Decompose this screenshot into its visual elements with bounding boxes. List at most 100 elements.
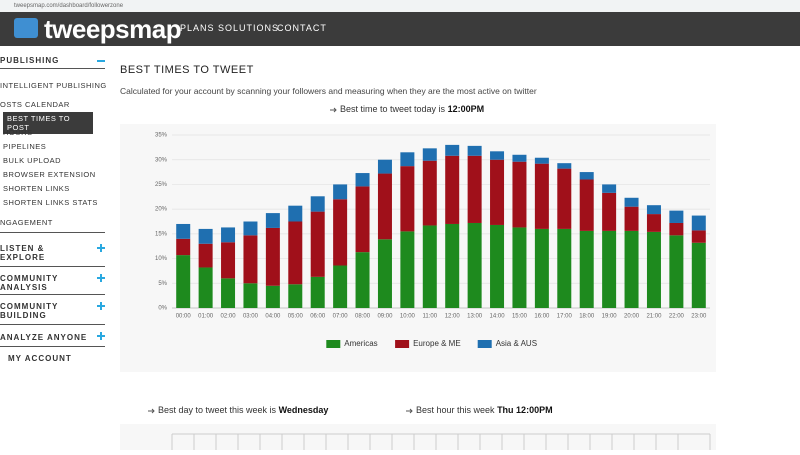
bar-segment: [579, 230, 594, 308]
expand-icon[interactable]: [97, 302, 105, 310]
menu-section[interactable]: COMMUNITY ANALYSIS: [0, 274, 59, 292]
nav-link[interactable]: CONTACT: [277, 23, 327, 33]
menu-item[interactable]: OSTS CALENDAR: [0, 100, 70, 109]
weekly-panel: [120, 424, 716, 450]
best-today-text: Best time to tweet today is: [340, 104, 446, 114]
x-tick-label: 02:00: [221, 314, 237, 320]
best-today-value: 12:00PM: [447, 104, 485, 114]
bar-segment: [333, 184, 348, 200]
menu-item[interactable]: NGAGEMENT: [0, 218, 53, 227]
bar-segment: [445, 144, 460, 156]
bar-segment: [176, 223, 191, 239]
menu-section[interactable]: ANALYZE ANYONE: [0, 333, 88, 342]
divider: [0, 68, 105, 69]
bar-segment: [691, 215, 706, 231]
menu-item[interactable]: BROWSER EXTENSION: [3, 170, 96, 179]
menu-item[interactable]: SHORTEN LINKS STATS: [3, 198, 98, 207]
x-tick-label: 04:00: [265, 314, 281, 320]
y-tick-label: 30%: [155, 157, 168, 163]
logo[interactable]: tweepsmap: [44, 14, 182, 44]
bar-segment: [579, 172, 594, 180]
menu-section[interactable]: COMMUNITY BUILDING: [0, 302, 59, 320]
x-tick-label: 08:00: [355, 314, 371, 320]
bar-segment: [467, 145, 482, 156]
expand-icon[interactable]: [97, 274, 105, 282]
bar-segment: [198, 228, 213, 244]
bar-segment: [355, 186, 370, 253]
bar-segment: [467, 155, 482, 223]
x-tick-label: 09:00: [377, 314, 393, 320]
menu-item-active[interactable]: BEST TIMES TO POST: [3, 112, 93, 134]
legend-swatch: [326, 340, 341, 348]
best-day-value: Wednesday: [278, 405, 329, 415]
menu-item[interactable]: INTELLIGENT PUBLISHING: [0, 81, 107, 90]
bar-segment: [355, 173, 370, 187]
bar-segment: [557, 168, 572, 229]
bar-segment: [221, 242, 236, 279]
x-tick-label: 20:00: [624, 314, 640, 320]
best-day: Best day to tweet this week is Wednesday: [148, 405, 328, 415]
x-tick-label: 05:00: [288, 314, 304, 320]
chart-panel: [120, 124, 716, 372]
bar-segment: [691, 242, 706, 308]
url[interactable]: tweepsmap.com/dashboard/followerzone: [14, 3, 124, 9]
bar-segment: [512, 227, 527, 308]
menu-section[interactable]: MY ACCOUNT: [8, 354, 72, 363]
divider: [0, 266, 105, 267]
sidebar: PUBLISHING INTELLIGENT PUBLISHING OSTS C…: [0, 46, 112, 450]
x-tick-label: 15:00: [512, 314, 528, 320]
logo-icon: [14, 18, 38, 38]
x-tick-label: 06:00: [310, 314, 326, 320]
bar-segment: [422, 160, 437, 226]
arrow-icon: [148, 408, 155, 413]
x-tick-label: 14:00: [490, 314, 506, 320]
arrow-icon: [406, 408, 413, 413]
bar-segment: [310, 196, 325, 212]
x-tick-label: 03:00: [243, 314, 259, 320]
legend-swatch: [477, 340, 492, 348]
y-tick-label: 25%: [155, 182, 168, 188]
legend-swatch: [395, 340, 410, 348]
chart: 0% 5% 10% 15% 20% 25% 30% 35% 00:00 01:00 02:00 03:…: [155, 133, 710, 348]
bar-segment: [243, 283, 258, 308]
bar-segment: [198, 267, 213, 308]
bar-segment: [243, 221, 258, 236]
bar-segment: [534, 228, 549, 308]
expand-icon[interactable]: [97, 244, 105, 252]
x-tick-label: 23:00: [691, 314, 707, 320]
menu-item[interactable]: SHORTEN LINKS: [3, 184, 70, 193]
page-heading: BEST TIMES TO TWEET: [120, 64, 254, 76]
best-hour: Best hour this week Thu 12:00PM: [406, 405, 553, 415]
bar-segment: [646, 231, 661, 308]
bar-segment: [288, 284, 303, 308]
expand-icon[interactable]: [97, 332, 105, 340]
bar-segment: [534, 157, 549, 164]
nav-link[interactable]: PLANS: [180, 23, 215, 33]
bar-segment: [288, 205, 303, 222]
bar-segment: [624, 206, 639, 231]
bar-segment: [534, 163, 549, 229]
divider: [0, 294, 105, 295]
y-tick-label: 15%: [155, 231, 168, 237]
best-hour-text: Best hour this week: [416, 405, 495, 415]
best-day-text: Best day to tweet this week is: [158, 405, 277, 415]
x-tick-label: 01:00: [198, 314, 214, 320]
x-tick-label: 10:00: [400, 314, 416, 320]
menu-item[interactable]: PIPELINES: [3, 142, 47, 151]
bar-segment: [512, 154, 527, 162]
best-today: Best time to tweet today is 12:00PM: [330, 104, 484, 114]
menu-section[interactable]: PUBLISHING: [0, 56, 60, 65]
nav-bar: tweepsmap PLANS SOLUTIONS CONTACT: [0, 12, 800, 46]
nav-link[interactable]: SOLUTIONS: [218, 23, 280, 33]
bar-segment: [669, 222, 684, 236]
bar-segment: [400, 152, 415, 167]
menu-item[interactable]: HOURS: [3, 128, 33, 137]
y-tick-label: 20%: [155, 207, 168, 213]
menu-section[interactable]: LISTEN & EXPLORE: [0, 244, 46, 262]
collapse-icon[interactable]: [97, 60, 105, 62]
bar-segment: [557, 163, 572, 169]
x-tick-label: 21:00: [646, 314, 662, 320]
bar-segment: [333, 199, 348, 266]
menu-item[interactable]: BULK UPLOAD: [3, 156, 62, 165]
